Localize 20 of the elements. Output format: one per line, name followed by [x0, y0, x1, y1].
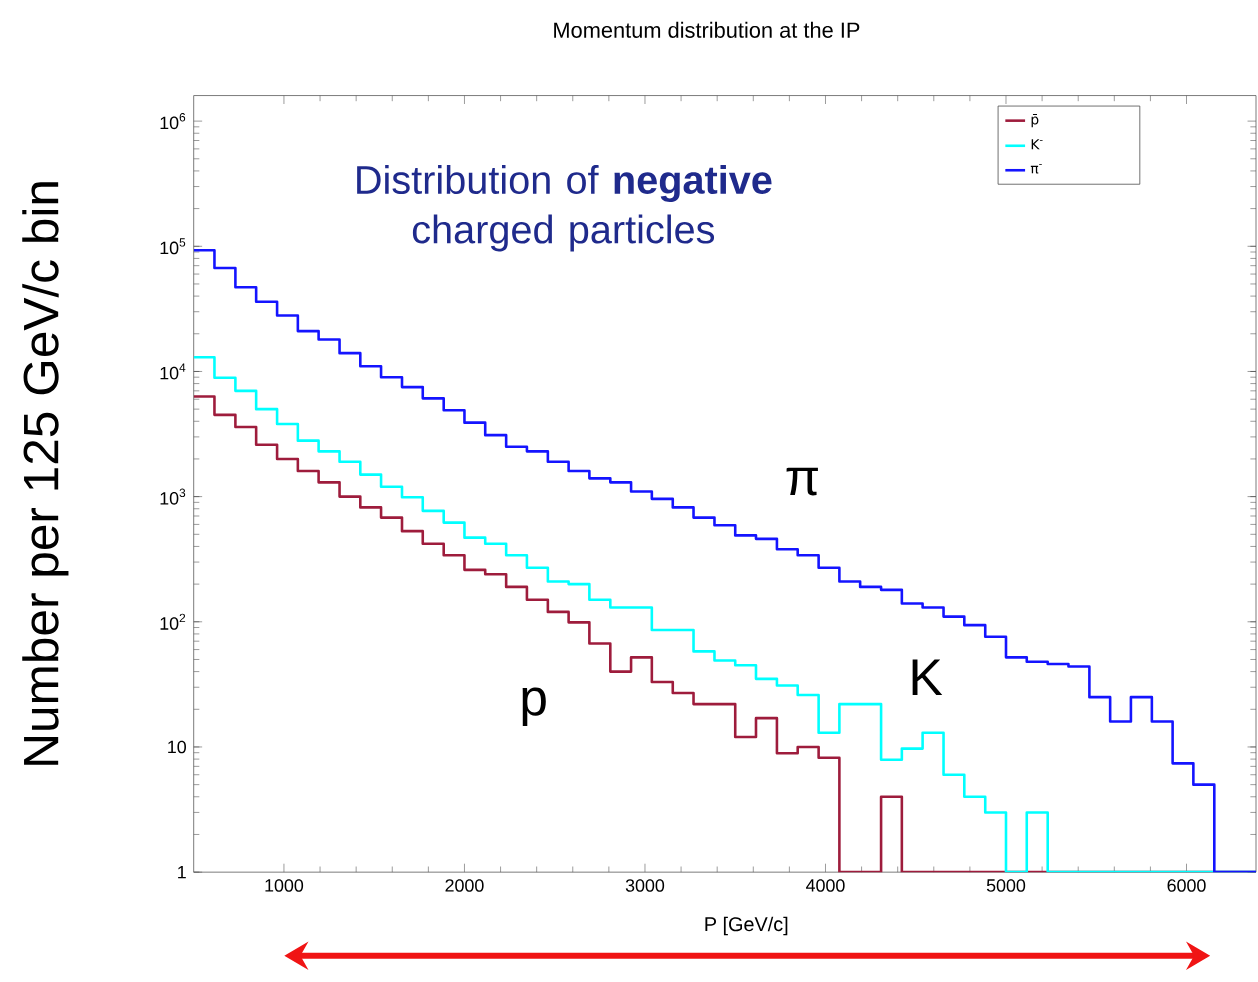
y-tick-label: 10$^{3}$ [160, 488, 186, 505]
y-tick-label: 1 [178, 866, 186, 879]
y-tick-label: 10$^{6}$ [160, 113, 186, 130]
x-tick-label: 6000 [1167, 879, 1206, 892]
y-tick-label: 10$^{4}$ [160, 363, 186, 380]
x-axis-title: P [GeV/c] [705, 916, 788, 936]
y-axis-title: Number per 125 GeV/c bin [22, 182, 69, 765]
annotation: p [522, 687, 546, 727]
x-tick-label: 1000 [265, 879, 304, 892]
x-tick-label: 5000 [986, 879, 1026, 892]
x-tick-label: 2000 [445, 879, 484, 892]
x-tick-label: 4000 [806, 879, 845, 892]
x-tick-label: 3000 [625, 879, 665, 892]
y-tick-label: 10 [168, 740, 186, 754]
y-tick-label: 10$^{5}$ [160, 238, 186, 255]
chart-title: Momentum distribution at the IP [554, 22, 860, 39]
annotation: K [912, 659, 943, 696]
annotation: π [786, 467, 818, 496]
annotation: Distribution of negative charged particles [357, 165, 772, 252]
y-tick-label: 10$^{2}$ [160, 613, 186, 630]
